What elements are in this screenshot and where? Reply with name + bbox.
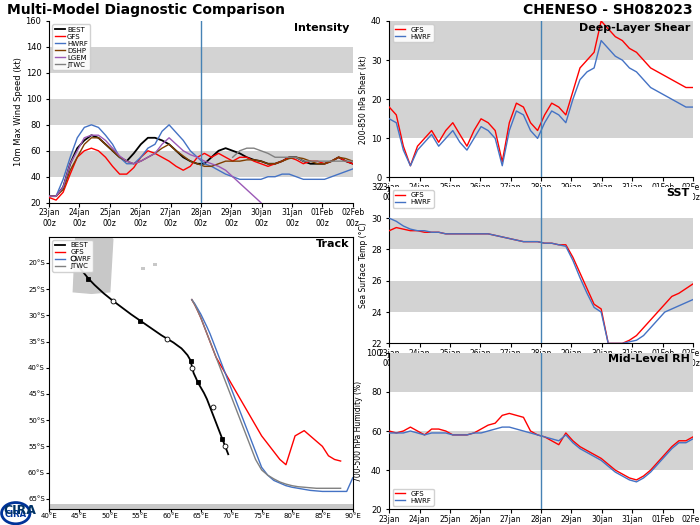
Bar bbox=[389, 431, 693, 470]
Bar bbox=[49, 47, 353, 73]
Bar bbox=[389, 281, 693, 312]
Bar bbox=[389, 139, 693, 177]
Bar bbox=[389, 187, 693, 218]
Y-axis label: 10m Max Wind Speed (kt): 10m Max Wind Speed (kt) bbox=[14, 57, 22, 166]
Bar bbox=[49, 73, 353, 99]
Text: Multi-Model Diagnostic Comparison: Multi-Model Diagnostic Comparison bbox=[7, 3, 285, 17]
Text: CHENESO - SH082023: CHENESO - SH082023 bbox=[524, 3, 693, 17]
Y-axis label: 200-850 hPa Shear (kt): 200-850 hPa Shear (kt) bbox=[359, 55, 368, 143]
Legend: GFS, HWRF: GFS, HWRF bbox=[393, 191, 434, 207]
Legend: GFS, HWRF: GFS, HWRF bbox=[393, 489, 434, 506]
Bar bbox=[49, 125, 353, 151]
Bar bbox=[389, 249, 693, 281]
Text: CIRA: CIRA bbox=[5, 510, 27, 519]
Bar bbox=[49, 151, 353, 177]
Bar bbox=[389, 21, 693, 60]
Bar bbox=[49, 504, 365, 525]
Bar bbox=[49, 99, 353, 125]
Bar bbox=[49, 177, 353, 203]
Bar bbox=[389, 392, 693, 431]
Text: CIRA: CIRA bbox=[4, 504, 36, 517]
Legend: GFS, HWRF: GFS, HWRF bbox=[393, 25, 434, 41]
Legend: BEST, GFS, HWRF, JTWC: BEST, GFS, HWRF, JTWC bbox=[52, 240, 94, 271]
Text: Intensity: Intensity bbox=[295, 23, 350, 33]
Text: Mid-Level RH: Mid-Level RH bbox=[608, 354, 690, 364]
Bar bbox=[49, 21, 353, 47]
Polygon shape bbox=[74, 221, 113, 293]
Bar bbox=[389, 99, 693, 139]
Text: Track: Track bbox=[316, 239, 350, 249]
Legend: BEST, GFS, HWRF, DSHP, LGEM, JTWC: BEST, GFS, HWRF, DSHP, LGEM, JTWC bbox=[52, 25, 90, 70]
Text: Deep-Layer Shear: Deep-Layer Shear bbox=[579, 23, 690, 33]
Bar bbox=[389, 60, 693, 99]
Bar bbox=[389, 312, 693, 343]
Bar bbox=[389, 353, 693, 392]
Y-axis label: 700-500 hPa Humidity (%): 700-500 hPa Humidity (%) bbox=[354, 381, 363, 481]
Bar bbox=[389, 470, 693, 509]
Bar bbox=[389, 218, 693, 249]
Polygon shape bbox=[153, 263, 157, 266]
Text: SST: SST bbox=[666, 188, 690, 198]
Polygon shape bbox=[141, 267, 145, 270]
Y-axis label: Sea Surface Temp (°C): Sea Surface Temp (°C) bbox=[359, 222, 368, 308]
